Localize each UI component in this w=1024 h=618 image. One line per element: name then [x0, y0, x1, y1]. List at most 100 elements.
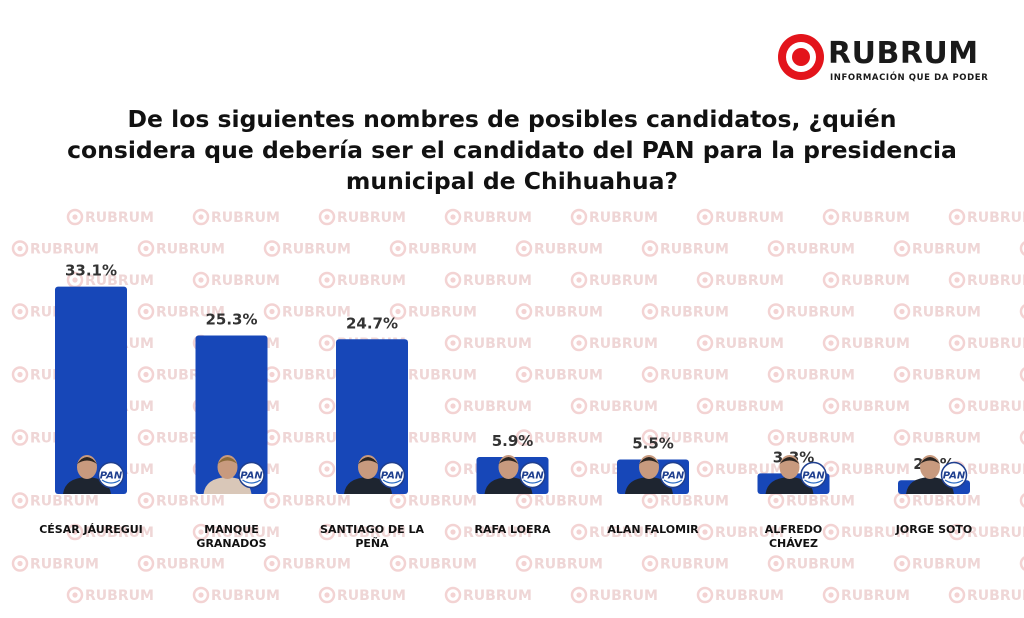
watermark-mark: RUBRUM	[137, 492, 225, 510]
watermark-text: RUBRUM	[30, 557, 99, 573]
watermark-text: RUBRUM	[463, 210, 532, 226]
watermark-text: RUBRUM	[211, 210, 280, 226]
watermark-text: RUBRUM	[660, 494, 729, 510]
watermark-mark: RUBRUM	[893, 303, 981, 321]
pan-party-icon: PAN	[940, 461, 968, 489]
watermark-text: RUBRUM	[463, 273, 532, 289]
brand-name: RUBRUM	[828, 36, 979, 71]
watermark-mark: RUBRUM	[263, 303, 351, 321]
watermark-text: RUBRUM	[85, 588, 154, 604]
watermark-mark: RUBRUM	[444, 586, 532, 604]
bar-value-label: 5.9%	[492, 432, 534, 450]
watermark-text: RUBRUM	[660, 305, 729, 321]
pan-party-icon: PAN	[519, 461, 546, 489]
watermark-mark: RUBRUM	[570, 271, 658, 289]
watermark-text: RUBRUM	[715, 588, 784, 604]
watermark-text: RUBRUM	[589, 525, 658, 541]
bar-value-label: 25.3%	[205, 311, 257, 329]
category-label: SANTIAGO DE LA PEÑA	[320, 523, 424, 550]
watermark-text: RUBRUM	[660, 242, 729, 258]
bar-group: 25.3% PAN MANQUE GRANADOS	[195, 311, 268, 550]
watermark-mark: RUBRUM	[11, 240, 99, 258]
watermark-mark: RUBRUM	[515, 366, 603, 384]
watermark-text: RUBRUM	[534, 368, 603, 384]
watermark-mark: RUBRUM	[515, 429, 603, 447]
watermark-text: RUBRUM	[408, 557, 477, 573]
rubrum-logo: RUBRUM INFORMACIÓN QUE DA PODER	[778, 34, 998, 92]
category-label: MANQUE GRANADOS	[196, 523, 266, 550]
watermark-text: RUBRUM	[534, 494, 603, 510]
pan-badge-label: PAN	[943, 471, 966, 482]
watermark-text: RUBRUM	[282, 305, 351, 321]
watermark-mark: RUBRUM	[570, 523, 658, 541]
watermark-mark: RUBRUM	[11, 555, 99, 573]
bar	[336, 339, 408, 494]
watermark-mark: RUBRUM	[696, 397, 784, 415]
watermark-text: RUBRUM	[534, 557, 603, 573]
watermark-text: RUBRUM	[660, 557, 729, 573]
watermark-text: RUBRUM	[786, 431, 855, 447]
watermark-mark: RUBRUM	[515, 555, 603, 573]
candidate-photo	[625, 455, 673, 494]
watermark-text: RUBRUM	[156, 494, 225, 510]
category-label: ALAN FALOMIR	[607, 523, 699, 536]
watermark-text: RUBRUM	[715, 273, 784, 289]
watermark-mark: RUBRUM	[318, 208, 406, 226]
watermark-mark: RUBRUM	[263, 429, 351, 447]
watermark-mark: RUBRUM	[570, 586, 658, 604]
watermark-mark: RUBRUM	[515, 240, 603, 258]
watermark-text: RUBRUM	[534, 431, 603, 447]
pan-party-icon: PAN	[238, 461, 265, 489]
watermark-mark: RUBRUM	[641, 303, 729, 321]
pan-party-icon: PAN	[800, 461, 827, 489]
watermark-text: RUBRUM	[211, 588, 280, 604]
pan-party-icon: PAN	[378, 461, 406, 489]
watermark-text: RUBRUM	[786, 242, 855, 258]
watermark-mark: RUBRUM	[822, 208, 910, 226]
watermark-mark: RUBRUM	[570, 334, 658, 352]
watermark-mark: RUBRUM	[444, 208, 532, 226]
watermark-mark: RUBRUM	[318, 271, 406, 289]
watermark-text: RUBRUM	[408, 368, 477, 384]
watermark-text: RUBRUM	[715, 525, 784, 541]
watermark-mark: RUBRUM	[822, 523, 910, 541]
watermark-text: RUBRUM	[408, 242, 477, 258]
watermark-mark: RUBRUM	[948, 271, 1024, 289]
watermark-text: RUBRUM	[534, 305, 603, 321]
watermark-mark: RUBRUM	[318, 523, 406, 541]
watermark-text: RUBRUM	[534, 242, 603, 258]
watermark-mark: RUBRUM	[767, 240, 855, 258]
watermark-text: RUBRUM	[282, 494, 351, 510]
watermark-text: RUBRUM	[589, 588, 658, 604]
watermark-text: RUBRUM	[786, 557, 855, 573]
watermark-mark: RUBRUM	[66, 523, 154, 541]
bar-group: 5.5% PAN ALAN FALOMIR	[607, 435, 699, 536]
watermark-mark: RUBRUM	[893, 429, 981, 447]
candidate-photo	[484, 455, 533, 494]
watermark-text: RUBRUM	[30, 242, 99, 258]
watermark-text: RUBRUM	[156, 305, 225, 321]
watermark-mark: RUBRUM	[318, 586, 406, 604]
watermark-text: RUBRUM	[156, 557, 225, 573]
watermark-text: RUBRUM	[786, 368, 855, 384]
watermark-text: RUBRUM	[841, 210, 910, 226]
watermark-mark: RUBRUM	[444, 397, 532, 415]
candidate-photo	[906, 455, 954, 494]
watermark-text: RUBRUM	[589, 210, 658, 226]
watermark-text: RUBRUM	[715, 336, 784, 352]
watermark-text: RUBRUM	[463, 588, 532, 604]
pan-badge-label: PAN	[662, 471, 685, 482]
chart-title: De los siguientes nombres de posibles ca…	[67, 105, 957, 195]
bar-value-label: 5.5%	[632, 435, 674, 453]
watermark-mark: RUBRUM	[893, 240, 981, 258]
watermark-text: RUBRUM	[337, 588, 406, 604]
watermark-mark: RUBRUM	[822, 460, 910, 478]
pan-party-icon: PAN	[659, 461, 687, 489]
watermark-text: RUBRUM	[211, 273, 280, 289]
watermark-text: RUBRUM	[841, 525, 910, 541]
watermark-text: RUBRUM	[337, 525, 406, 541]
category-label: JORGE SOTO	[895, 523, 972, 536]
